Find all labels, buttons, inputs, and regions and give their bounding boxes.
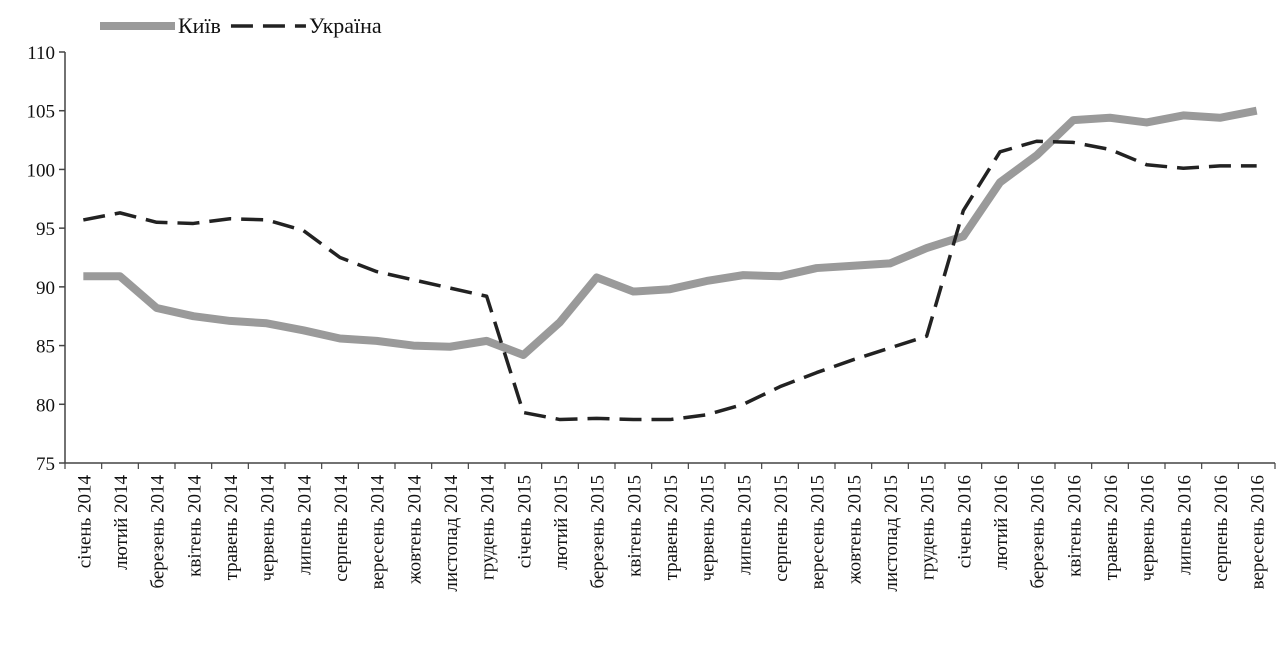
y-tick-label: 80 xyxy=(36,395,55,416)
y-tick-label: 95 xyxy=(36,219,55,240)
y-tick-label: 85 xyxy=(36,337,55,358)
x-tick-label: вересень 2015 xyxy=(808,475,829,589)
x-tick-label: березень 2016 xyxy=(1028,475,1049,589)
x-tick-label: серпень 2016 xyxy=(1211,475,1232,582)
x-tick-label: жовтень 2014 xyxy=(404,475,425,585)
x-tick-label: листопад 2014 xyxy=(441,475,462,592)
x-tick-label: грудень 2015 xyxy=(918,475,939,580)
y-tick-label: 100 xyxy=(27,160,56,181)
x-tick-label: лютий 2016 xyxy=(991,475,1012,570)
y-tick-label: 75 xyxy=(36,454,55,475)
x-tick-label: серпень 2014 xyxy=(331,475,352,582)
y-tick-label: 105 xyxy=(27,102,56,123)
x-tick-label: січень 2014 xyxy=(74,475,95,569)
x-tick-label: листопад 2015 xyxy=(881,475,902,592)
x-tick-label: березень 2014 xyxy=(148,475,169,589)
x-tick-label: травень 2015 xyxy=(661,475,682,580)
x-tick-label: серпень 2015 xyxy=(771,475,792,582)
legend-label: Київ xyxy=(178,13,221,38)
x-tick-label: вересень 2014 xyxy=(368,475,389,590)
y-tick-label: 90 xyxy=(36,278,55,299)
x-tick-label: березень 2015 xyxy=(588,475,609,589)
legend-label: Україна xyxy=(309,13,382,38)
x-tick-label: травень 2016 xyxy=(1101,475,1122,580)
x-tick-label: жовтень 2015 xyxy=(844,475,865,585)
x-tick-label: липень 2016 xyxy=(1174,475,1195,575)
x-tick-label: січень 2015 xyxy=(514,475,535,568)
x-tick-label: грудень 2014 xyxy=(478,475,499,581)
x-tick-label: квітень 2015 xyxy=(624,475,645,577)
x-tick-label: липень 2015 xyxy=(734,475,755,575)
x-tick-label: червень 2016 xyxy=(1138,475,1159,581)
x-tick-label: лютий 2014 xyxy=(111,475,132,570)
x-tick-label: червень 2015 xyxy=(698,475,719,581)
x-tick-label: липень 2014 xyxy=(294,475,315,575)
series-line xyxy=(83,106,1258,359)
x-tick-label: вересень 2016 xyxy=(1248,475,1269,589)
x-tick-label: квітень 2014 xyxy=(184,475,205,577)
series-line xyxy=(83,139,1257,422)
x-tick-label: січень 2016 xyxy=(954,475,975,568)
x-tick-label: квітень 2016 xyxy=(1064,475,1085,577)
x-tick-label: травень 2014 xyxy=(221,475,242,581)
y-tick-label: 110 xyxy=(27,43,55,64)
x-tick-label: лютий 2015 xyxy=(551,475,572,570)
x-tick-label: червень 2014 xyxy=(258,475,279,582)
